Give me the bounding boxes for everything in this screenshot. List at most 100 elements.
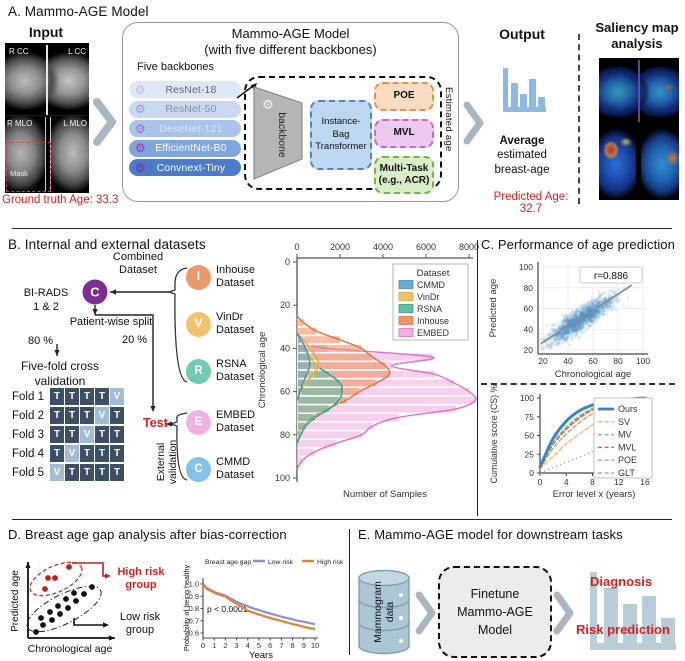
- divider-b-d: [12, 519, 672, 520]
- saliency-title: Saliency map analysis: [595, 20, 679, 51]
- backbone-pill-label: DeseNet-121: [159, 122, 223, 135]
- fold-cell: T: [50, 388, 64, 405]
- svg-text:Cumulative score (CS) %: Cumulative score (CS) %: [489, 384, 499, 483]
- dataset-label: Inhouse Dataset: [216, 264, 256, 290]
- svg-text:Chronological age: Chronological age: [28, 643, 113, 655]
- finetune-box: Finetune Mammo-AGE Model: [438, 566, 552, 658]
- gear-icon: ⚙: [262, 97, 274, 112]
- svg-text:Ours: Ours: [618, 404, 638, 414]
- svg-text:0.8: 0.8: [189, 604, 199, 613]
- gear-icon: ⚙: [135, 160, 146, 175]
- divider-a-b: [12, 228, 672, 229]
- saliency-mlo-divider: [636, 124, 641, 200]
- database-icon: [358, 569, 410, 655]
- fold-cell: T: [50, 445, 64, 462]
- svg-text:Dataset: Dataset: [417, 268, 450, 279]
- cumulative-score-chart: 0 25 50 75 100 0 4 8 12 16 Ours SV MV MVL POE GLT Cumula…: [489, 384, 653, 500]
- five-backbones-label: Five backbones: [137, 61, 215, 73]
- svg-text:60: 60: [280, 387, 290, 397]
- divider-c-internal: [481, 383, 675, 385]
- fold-cell: V: [50, 464, 64, 481]
- finetune-label: Finetune Mammo-AGE Model: [457, 586, 533, 638]
- panel-a-title: A. Mammo-AGE Model: [8, 4, 149, 19]
- downstream-bars-icon: [590, 572, 676, 650]
- chevron-right-icon: [553, 591, 574, 635]
- svg-text:100: 100: [520, 393, 534, 403]
- saliency-map-image: [599, 58, 679, 200]
- panel-d-title: D. Breast age gap analysis after bias-co…: [8, 527, 287, 542]
- svg-text:20: 20: [280, 300, 290, 310]
- backbone-pill: ⚙ DeseNet-121: [129, 120, 241, 137]
- svg-text:1.0: 1.0: [189, 580, 199, 589]
- fold-cell: T: [80, 407, 94, 424]
- fold-cell: T: [110, 464, 124, 481]
- backbone-pills: ⚙ ResNet-18 ⚙ ResNet-50 ⚙ DeseNet-121 ⚙ Efficie…: [129, 81, 241, 179]
- fold-label: Fold 2: [12, 409, 44, 422]
- svg-text:MV: MV: [618, 430, 632, 440]
- backbone-pill: ⚙ Convnext-Tiny: [129, 159, 241, 176]
- svg-text:16: 16: [640, 477, 650, 487]
- saliency-cc-divider: [637, 60, 640, 122]
- backbone-pill-label: Convnext-Tiny: [156, 161, 226, 174]
- svg-text:Probability of being healthy: Probability of being healthy: [182, 564, 191, 651]
- dataset-label: VinDr Dataset: [216, 311, 254, 337]
- divider-b-c: [477, 240, 478, 516]
- input-mammogram-image: R CC L CC R MLO L MLO Mask: [5, 43, 89, 193]
- svg-text:Low risk: Low risk: [268, 559, 294, 566]
- prediction-head-box: Multi-Task (e.g., ACR): [374, 156, 434, 194]
- svg-text:8000: 8000: [459, 242, 479, 252]
- fold-cell: T: [95, 426, 109, 443]
- dataset-label: CMMD Dataset: [216, 456, 254, 482]
- svg-text:50: 50: [525, 431, 535, 441]
- svg-text:EMBED: EMBED: [417, 328, 450, 338]
- fold-cell: V: [80, 426, 94, 443]
- fold-cell: T: [50, 407, 64, 424]
- chevron-right-icon: [463, 101, 484, 145]
- mask-label: Mask: [10, 169, 28, 178]
- train-percent-label: 80 %: [28, 335, 54, 347]
- output-caption-line1: Average: [499, 135, 545, 147]
- dataset-circle: V: [186, 312, 211, 337]
- chevron-right-icon: [415, 591, 436, 635]
- svg-text:4: 4: [564, 477, 569, 487]
- risk-prediction-label: Risk prediction: [576, 622, 670, 637]
- fold-cell: T: [80, 388, 94, 405]
- fold-cell: T: [50, 426, 64, 443]
- model-heads: POE MVL Multi-Task (e.g., ACR): [374, 82, 434, 202]
- model-title: Mammo-AGE Model: [231, 26, 350, 41]
- svg-text:80: 80: [280, 430, 290, 440]
- backbone-pill: ⚙ ResNet-50: [129, 100, 241, 118]
- view-label-rmlo: R MLO: [7, 119, 33, 128]
- svg-text:6: 6: [268, 641, 272, 650]
- fold-cell: T: [95, 388, 109, 405]
- svg-text:100: 100: [275, 473, 290, 483]
- fold-cell: V: [65, 445, 79, 462]
- svg-text:20: 20: [538, 356, 548, 366]
- svg-text:SV: SV: [618, 417, 630, 427]
- input-label: Input: [28, 24, 64, 40]
- svg-text:12: 12: [614, 477, 624, 487]
- fold-cell: T: [65, 388, 79, 405]
- svg-text:0: 0: [538, 477, 543, 487]
- svg-text:6000: 6000: [416, 242, 436, 252]
- fold-label: Fold 5: [12, 466, 44, 479]
- panel-c-title: C. Performance of age prediction: [481, 237, 675, 252]
- svg-text:10: 10: [311, 641, 319, 650]
- svg-text:High risk: High risk: [317, 559, 344, 566]
- svg-text:MVL: MVL: [618, 442, 637, 452]
- model-core-box: ⚙ backbone Instance-Bag Transformer POE M…: [244, 76, 442, 194]
- km-survival-chart: Breast age gap Low risk High risk 1.0 0.9 0.8…: [182, 559, 344, 661]
- divider-d-e: [349, 529, 350, 655]
- svg-text:40: 40: [280, 343, 290, 353]
- estimated-age-label: Estimated age: [443, 87, 454, 152]
- cv-label: Five-fold cross validation: [20, 359, 100, 388]
- test-label: Test: [143, 416, 168, 430]
- backbone-pill: ⚙ ResNet-18: [129, 81, 241, 98]
- svg-text:7: 7: [279, 641, 283, 650]
- svg-text:Chronological age: Chronological age: [257, 332, 268, 409]
- gear-icon: ⚙: [135, 141, 146, 155]
- svg-text:8: 8: [590, 477, 595, 487]
- svg-text:Inhouse: Inhouse: [417, 316, 449, 326]
